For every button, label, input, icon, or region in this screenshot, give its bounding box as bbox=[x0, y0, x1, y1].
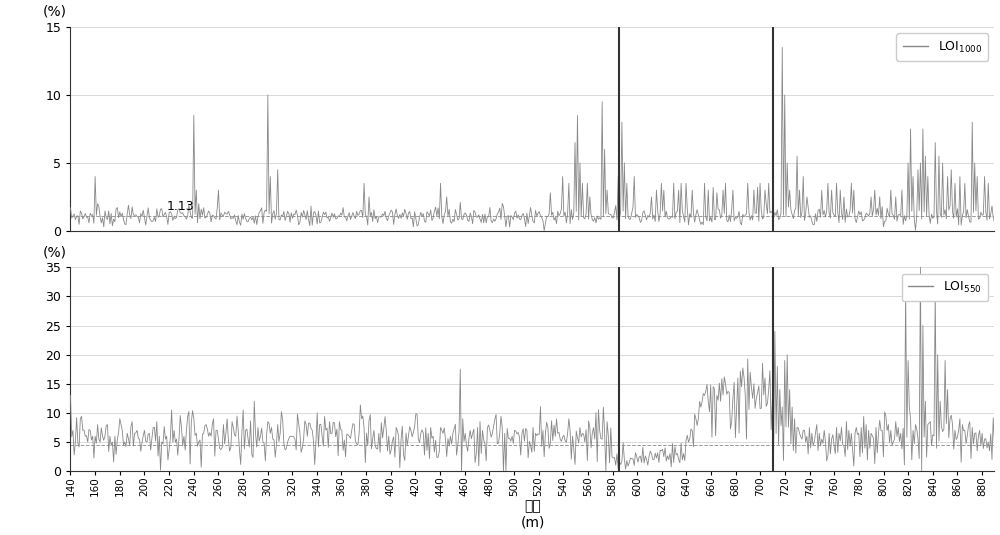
Text: (%): (%) bbox=[43, 5, 67, 19]
X-axis label: 深度
(m): 深度 (m) bbox=[520, 499, 545, 530]
Text: (%): (%) bbox=[43, 245, 67, 259]
Text: 1.13: 1.13 bbox=[167, 201, 194, 213]
Legend: LOI$_{550}$: LOI$_{550}$ bbox=[902, 273, 988, 301]
Legend: LOI$_{1000}$: LOI$_{1000}$ bbox=[896, 33, 988, 61]
